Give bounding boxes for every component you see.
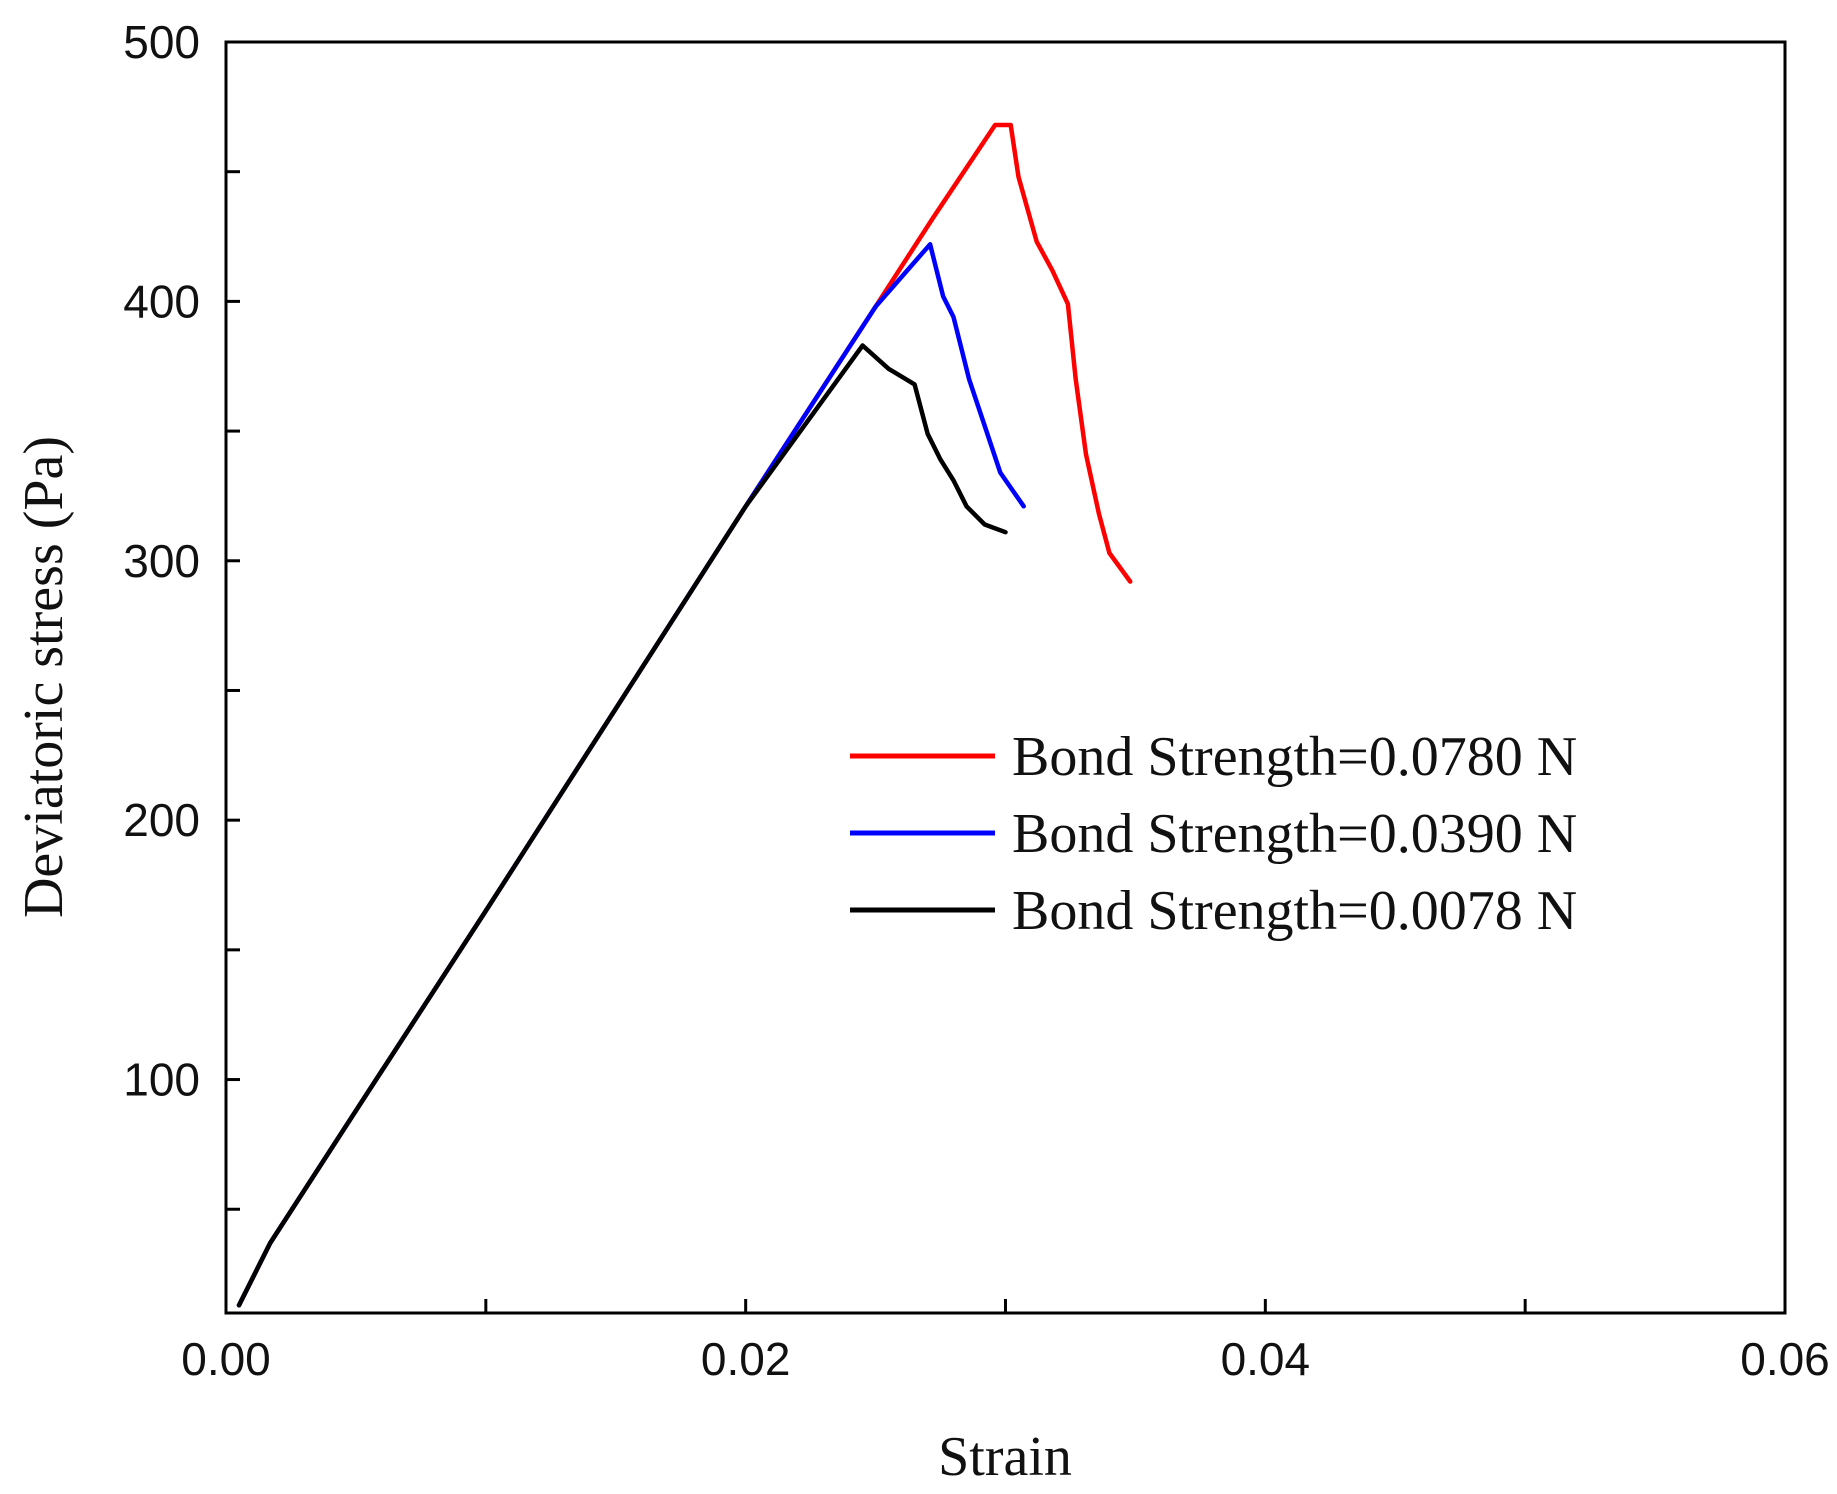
y-tick-label: 100: [123, 1054, 200, 1106]
y-tick-label: 500: [123, 16, 200, 68]
series-line-1: [236, 122, 1133, 1308]
series-layer: [236, 122, 1133, 1308]
axis-ticks: 0.00 0.02 0.04 0.06 100 200 300 400 500: [123, 16, 1830, 1385]
legend-label-2: Bond Strength=0.0390 N: [1012, 803, 1577, 865]
x-tick-label: 0.06: [1740, 1333, 1830, 1385]
series-line-3: [236, 343, 1008, 1308]
legend-label-1: Bond Strength=0.0780 N: [1012, 726, 1577, 788]
legend: Bond Strength=0.0780 N Bond Strength=0.03…: [850, 726, 1577, 942]
x-axis-title: Strain: [938, 1426, 1072, 1488]
series-line-2: [236, 242, 1026, 1308]
x-tick-label: 0.00: [181, 1333, 271, 1385]
plot-frame: [224, 40, 1787, 1315]
y-axis-title: Deviatoric stress (Pa): [13, 436, 75, 918]
y-tick-label: 300: [123, 535, 200, 587]
x-tick-label: 0.04: [1221, 1333, 1311, 1385]
legend-label-3: Bond Strength=0.0078 N: [1012, 880, 1577, 942]
y-tick-label: 200: [123, 794, 200, 846]
x-tick-label: 0.02: [701, 1333, 791, 1385]
y-tick-label: 400: [123, 275, 200, 327]
